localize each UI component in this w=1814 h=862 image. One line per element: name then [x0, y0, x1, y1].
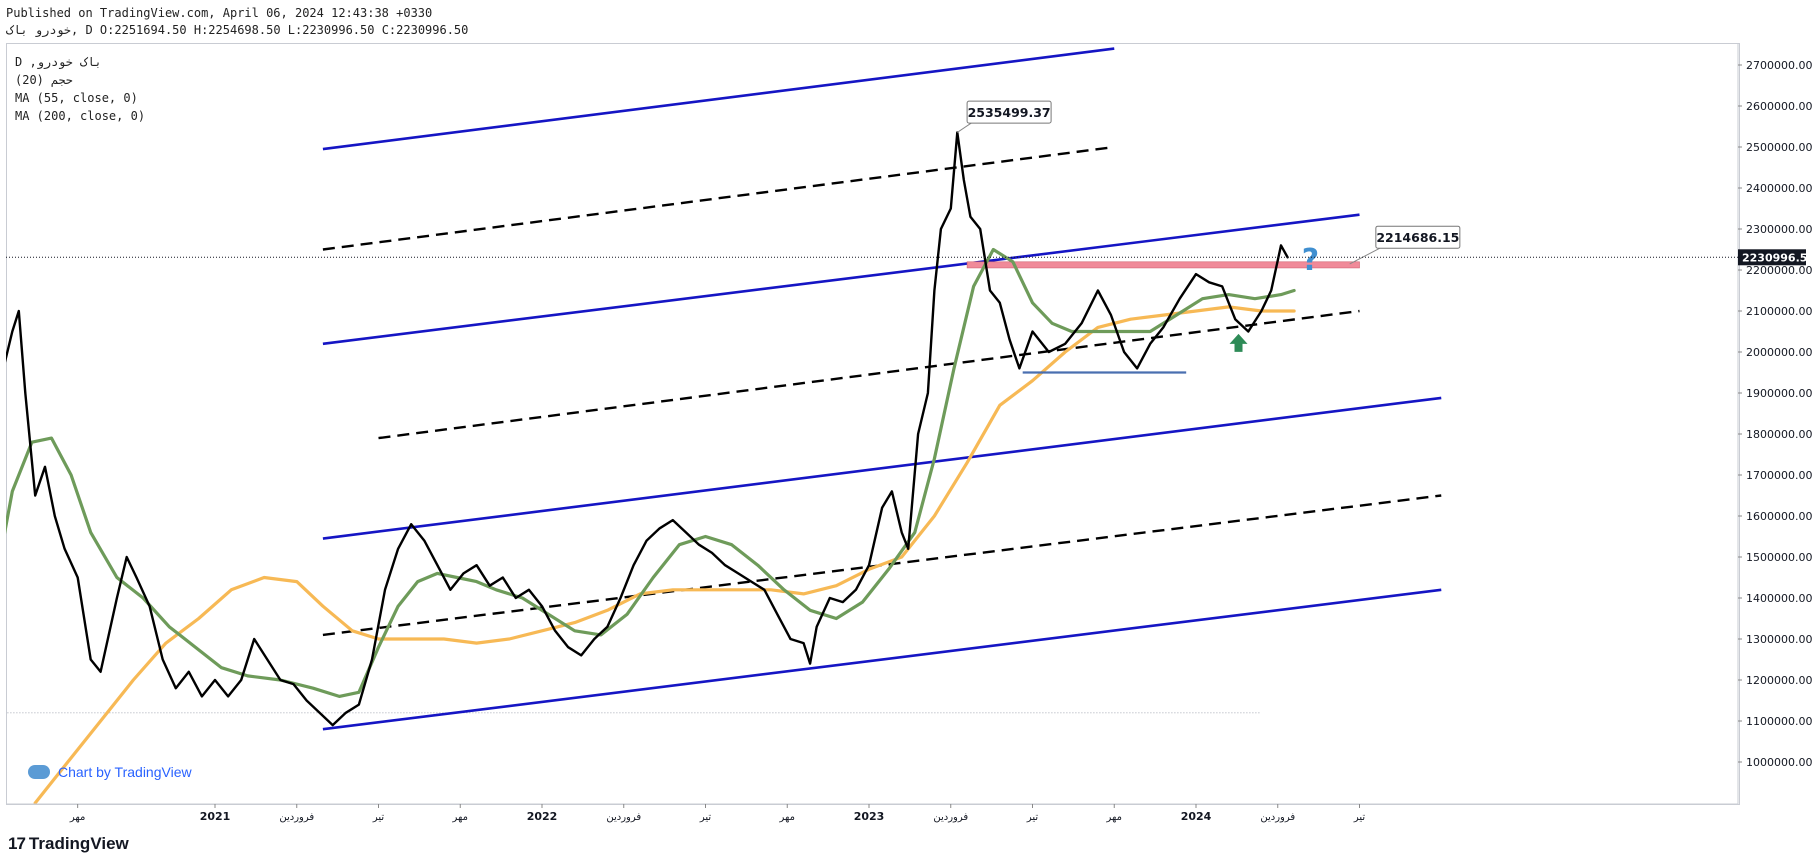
- y-tick-label: 2400000.00: [1746, 182, 1812, 195]
- tv-logo-icon: 17: [8, 834, 26, 853]
- channel-lines-layer: [322, 47, 1442, 731]
- x-tick-label: ﻣﻬﺮ: [1106, 812, 1122, 823]
- channel-line-1[interactable]: [322, 145, 1115, 251]
- y-tick-label: 2600000.00: [1746, 100, 1812, 113]
- up-arrow-icon[interactable]: [1229, 333, 1248, 352]
- y-tick-label: 1200000.00: [1746, 674, 1812, 687]
- ma200-layer: [33, 305, 1296, 804]
- y-tick-label: 1400000.00: [1746, 592, 1812, 605]
- x-tick-label: ﻓﺮﻭﺭﺩﯾﻦ: [1260, 812, 1295, 823]
- channel-line-4[interactable]: [322, 396, 1442, 540]
- price-layer: [0, 131, 1289, 794]
- price-callout-label-0: 2535499.37: [968, 105, 1051, 120]
- y-tick-label: 1900000.00: [1746, 387, 1812, 400]
- x-tick-label: ﻣﻬﺮ: [779, 812, 795, 823]
- x-tick-label: ﻣﻬﺮ: [452, 812, 468, 823]
- y-tick-label: 1700000.00: [1746, 469, 1812, 482]
- y-tick-label: 2500000.00: [1746, 141, 1812, 154]
- y-tick-label: 1800000.00: [1746, 428, 1812, 441]
- y-tick-label: 2000000.00: [1746, 346, 1812, 359]
- y-tick-label: 1300000.00: [1746, 633, 1812, 646]
- x-tick-label: ﻓﺮﻭﺭﺩﯾﻦ: [933, 812, 968, 823]
- channel-line-3[interactable]: [378, 309, 1360, 440]
- current-price-label: 2230996.50: [1742, 251, 1814, 264]
- cloud-icon: [28, 765, 50, 779]
- channel-line-5[interactable]: [322, 494, 1442, 637]
- chart-by-tradingview[interactable]: Chart by TradingView: [28, 764, 192, 780]
- x-tick-label: 2022: [527, 810, 558, 823]
- channel-line-6[interactable]: [322, 588, 1442, 731]
- ma55-layer: [0, 247, 1296, 804]
- legend-symbol[interactable]: D ,ﺑﺎﮎ ﺧﻮﺩﺭﻭ: [15, 55, 102, 69]
- price-callout-box-0[interactable]: [966, 100, 1052, 124]
- chart-by-label: Chart by TradingView: [58, 764, 192, 780]
- y-tick-label: 2700000.00: [1746, 59, 1812, 72]
- axes-layer: 1000000.00 1100000.00 1200000.00 1300000.00…: [6, 44, 1814, 823]
- price-callout-label-1: 2214686.15: [1376, 230, 1459, 245]
- published-info: Published on TradingView.com, April 06, …: [6, 6, 433, 20]
- y-tick-label: 1500000.00: [1746, 551, 1812, 564]
- tradingview-logo-text: TradingView: [28, 834, 129, 853]
- chart-legend: D ,ﺑﺎﮎ ﺧﻮﺩﺭﻭ (20) ﺣﺠﻢ MA (55, close, 0) …: [15, 53, 145, 125]
- y-tick-label: 1600000.00: [1746, 510, 1812, 523]
- x-tick-label: 2023: [854, 810, 885, 823]
- series-price-line[interactable]: [0, 131, 1289, 794]
- channel-line-0[interactable]: [322, 47, 1115, 151]
- x-tick-label: ﺗﯿﺮ: [1353, 812, 1366, 823]
- legend-ma20[interactable]: (20) ﺣﺠﻢ: [15, 73, 73, 87]
- current-price-badge: [1738, 249, 1806, 266]
- y-tick-label: 2100000.00: [1746, 305, 1812, 318]
- series-ma200-line[interactable]: [33, 305, 1296, 804]
- x-tick-label: 2021: [200, 810, 231, 823]
- series-ma55-line[interactable]: [0, 247, 1296, 804]
- annotations-layer: ? 2535499.37 2214686.15: [957, 100, 1461, 374]
- x-tick-label: ﻣﻬﺮ: [69, 812, 85, 823]
- legend-ma55[interactable]: MA (55, close, 0): [15, 91, 138, 105]
- x-tick-label: ﻓﺮﻭﺭﺩﯾﻦ: [606, 812, 641, 823]
- y-tick-label: 1000000.00: [1746, 756, 1812, 769]
- channel-line-2[interactable]: [322, 213, 1360, 346]
- x-tick-label: ﺗﯿﺮ: [1026, 812, 1039, 823]
- question-mark-icon[interactable]: ?: [1302, 243, 1319, 278]
- ohlc-info: ﺧﻮﺩﺭﻭ ﺑﺎﮎ, D O:2251694.50 H:2254698.50 L…: [6, 23, 469, 37]
- x-tick-label: 2024: [1181, 810, 1212, 823]
- y-tick-label: 1100000.00: [1746, 715, 1812, 728]
- x-tick-label: ﺗﯿﺮ: [699, 812, 712, 823]
- x-tick-label: ﺗﯿﺮ: [372, 812, 385, 823]
- legend-ma200[interactable]: MA (200, close, 0): [15, 109, 146, 123]
- x-tick-label: ﻓﺮﻭﺭﺩﯾﻦ: [279, 812, 314, 823]
- y-tick-label: 2300000.00: [1746, 223, 1812, 236]
- y-tick-label: 2200000.00: [1746, 264, 1812, 277]
- resistance-zone-layer: [966, 261, 1360, 269]
- tradingview-logo[interactable]: 17 TradingView: [8, 834, 129, 854]
- resistance-zone[interactable]: [966, 261, 1360, 269]
- price-callout-box-1[interactable]: [1375, 225, 1461, 249]
